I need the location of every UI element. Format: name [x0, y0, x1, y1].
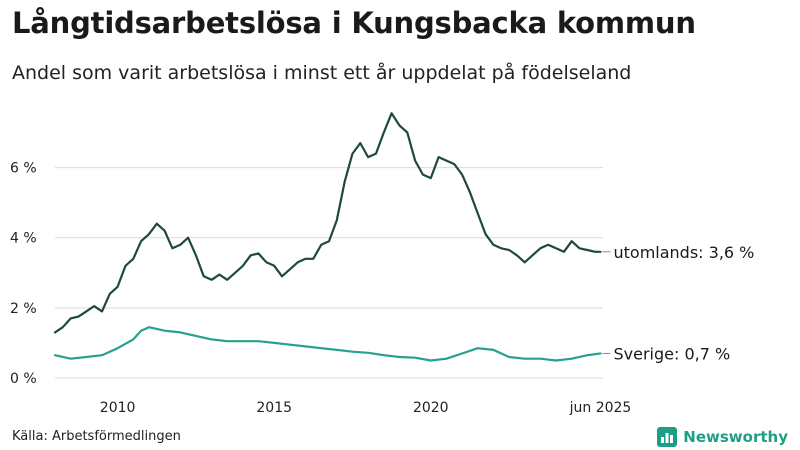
x-tick-label: 2015	[256, 400, 292, 416]
y-tick-label: 0 %	[10, 371, 37, 387]
brand-name: Newsworthy	[683, 428, 788, 446]
x-tick-label: jun 2025	[569, 400, 632, 416]
chart-title: Långtidsarbetslösa i Kungsbacka kommun	[12, 6, 696, 40]
y-tick-label: 6 %	[10, 161, 37, 177]
x-axis-ticks: 2010 2015 2020 jun 2025	[100, 400, 632, 416]
chart-subtitle: Andel som varit arbetslösa i minst ett å…	[12, 62, 632, 84]
y-tick-label: 2 %	[10, 301, 37, 317]
newsworthy-logo-icon	[657, 427, 678, 447]
brand-logo: Newsworthy	[657, 427, 788, 447]
source-note: Källa: Arbetsförmedlingen	[12, 429, 181, 444]
y-tick-label: 4 %	[10, 231, 37, 247]
series-label-utomlands: utomlands: 3,6 %	[613, 243, 754, 262]
series-line-utomlands	[53, 112, 602, 334]
x-tick-label: 2020	[413, 400, 449, 416]
series-line-sverige	[53, 326, 602, 362]
series-lines	[53, 112, 602, 362]
x-tick-label: 2010	[100, 400, 136, 416]
gridlines	[55, 167, 603, 379]
series-label-sverige: Sverige: 0,7 %	[613, 344, 730, 363]
series-end-labels: utomlands: 3,6 % Sverige: 0,7 %	[602, 243, 754, 363]
y-axis-ticks: 0 % 2 % 4 % 6 %	[10, 161, 37, 387]
